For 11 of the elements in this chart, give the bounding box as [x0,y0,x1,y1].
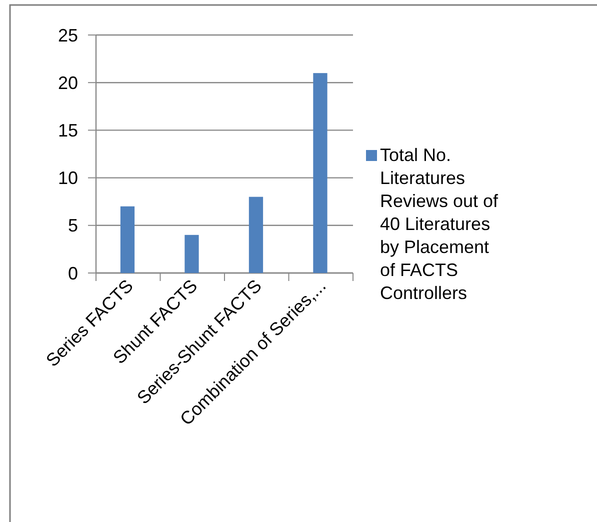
y-tick-label: 15 [58,120,78,140]
bar [313,73,328,273]
legend-label: Total No. Literatures Reviews out of 40 Literatures by Placement of FACTS Controllers [380,145,500,303]
bar [184,234,199,273]
y-tick-label: 0 [68,263,78,284]
bar [120,206,135,273]
y-tick-label: 10 [58,168,78,188]
bar [248,196,264,273]
y-tick-label: 5 [68,216,78,236]
y-tick-label: 25 [58,25,78,46]
y-tick-label: 20 [58,72,78,93]
